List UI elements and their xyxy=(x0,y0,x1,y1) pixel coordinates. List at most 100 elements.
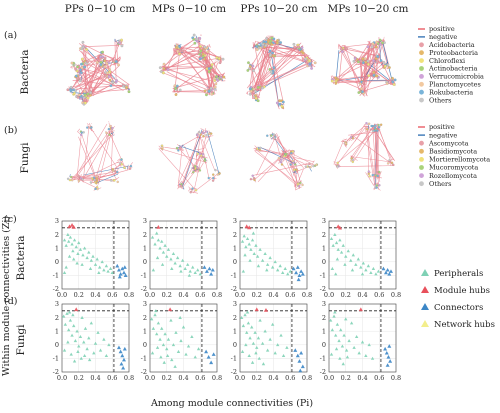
x-tick-label: 0.8 xyxy=(124,374,134,382)
scatter-point-peripherals xyxy=(279,333,283,337)
zipi-legend-item: Module hubs xyxy=(421,286,490,296)
scatter-point-peripherals xyxy=(161,343,166,347)
x-tick-label: 0.2 xyxy=(74,291,84,299)
scatter-point-peripherals xyxy=(350,268,355,272)
legend-label: Ascomycota xyxy=(428,139,469,147)
scatter-point-peripherals xyxy=(247,353,251,358)
scatter-point-peripherals xyxy=(278,264,282,268)
scatter-point-peripherals xyxy=(256,336,261,340)
scatter-point-peripherals xyxy=(334,333,338,337)
scatter-point-peripherals xyxy=(89,321,94,325)
row-label-fungi-zipi: Fungi xyxy=(15,324,27,356)
zipi-plot-d-1: 0.0 0.2 0.4 0.6 0.8 3 2 1 0 -1 -2 xyxy=(53,300,135,382)
scatter-point-peripherals xyxy=(196,347,201,351)
row-label-bacteria-zipi: Bacteria xyxy=(15,236,27,281)
y-tick-label: -1 xyxy=(53,272,59,280)
scatter-point-module-hubs xyxy=(254,307,259,312)
x-axis-title: Among module connectivities (Pi) xyxy=(150,398,313,409)
scatter-point-peripherals xyxy=(245,330,249,334)
y-tick-label: -2 xyxy=(231,368,237,376)
scatter-point-peripherals xyxy=(183,266,187,270)
scatter-point-peripherals xyxy=(242,234,246,238)
scatter-point-peripherals xyxy=(265,262,270,266)
network-a-4 xyxy=(330,36,397,97)
x-tick-label: 0.6 xyxy=(374,374,384,382)
scatter-point-peripherals xyxy=(335,322,340,326)
plot-frame xyxy=(239,303,308,373)
y-tick-label: 1 xyxy=(233,244,237,252)
x-tick-label: 0.4 xyxy=(268,374,278,382)
scatter-point-peripherals xyxy=(250,360,255,364)
scatter-point-peripherals xyxy=(169,257,173,261)
scatter-point-peripherals xyxy=(155,256,160,260)
scatter-point-peripherals xyxy=(149,317,154,321)
legend-label: negative xyxy=(429,131,457,139)
scatter-point-connectors xyxy=(385,267,390,272)
network-b-4 xyxy=(333,122,396,191)
scatter-point-peripherals xyxy=(150,351,155,355)
y-tick-label: 0 xyxy=(55,341,59,349)
scatter-point-connectors xyxy=(299,269,304,273)
scatter-point-peripherals xyxy=(67,254,72,258)
scatter-point-peripherals xyxy=(82,340,86,344)
scatter-point-connectors xyxy=(204,269,209,273)
scatter-point-peripherals xyxy=(345,355,350,359)
scatter-point-peripherals xyxy=(85,256,89,260)
scatter-point-peripherals xyxy=(150,235,155,239)
x-tick-label: 0.8 xyxy=(302,374,312,382)
x-tick-label: 0.2 xyxy=(341,291,351,299)
scatter-point-module-hubs xyxy=(67,224,72,229)
scatter-point-peripherals xyxy=(263,251,267,255)
scatter-point-peripherals xyxy=(87,250,91,254)
scatter-point-connectors xyxy=(297,359,302,363)
network-b-2 xyxy=(158,128,221,194)
legend-dot-swatch xyxy=(419,89,424,95)
column-headers: PPs 0−10 cm MPs 0−10 cm PPs 10−20 cm MPs… xyxy=(65,3,409,15)
scatter-point-connectors xyxy=(206,355,211,359)
legend-item: positive xyxy=(418,123,455,131)
legend-label: positive xyxy=(429,123,455,131)
scatter-point-connectors xyxy=(204,349,209,354)
scatter-point-peripherals xyxy=(71,313,75,317)
scatter-point-peripherals xyxy=(250,325,254,329)
scatter-point-peripherals xyxy=(253,330,257,334)
scatter-point-peripherals xyxy=(72,324,76,328)
scatter-point-peripherals xyxy=(334,347,339,351)
y-tick-label: 1 xyxy=(322,244,326,252)
scatter-point-peripherals xyxy=(153,313,157,317)
scatter-point-peripherals xyxy=(181,325,186,329)
scatter-point-peripherals xyxy=(286,272,290,276)
legend-item: negative xyxy=(418,33,457,41)
legend-bacteria-network: positivenegativeAcidobacteriaProteobacte… xyxy=(418,25,484,104)
scatter-point-peripherals xyxy=(331,243,335,247)
scatter-point-connectors xyxy=(118,272,123,276)
scatter-point-peripherals xyxy=(270,322,275,326)
scatter-point-peripherals xyxy=(342,333,346,337)
scatter-point-peripherals xyxy=(273,260,277,264)
scatter-point-connectors xyxy=(295,265,300,269)
scatter-point-peripherals xyxy=(347,339,351,343)
x-tick-label: 0.2 xyxy=(74,374,84,382)
scatter-point-peripherals xyxy=(258,318,262,322)
y-tick-label: -1 xyxy=(53,355,59,363)
x-tick-label: 0.0 xyxy=(324,291,334,299)
scatter-point-peripherals xyxy=(100,260,104,264)
zipi-legend-label: Module hubs xyxy=(434,286,490,296)
scatter-point-peripherals xyxy=(357,351,361,355)
y-tick-label: 0 xyxy=(55,258,59,266)
scatter-point-peripherals xyxy=(67,310,72,314)
scatter-point-peripherals xyxy=(193,270,197,275)
scatter-point-peripherals xyxy=(288,269,292,273)
column-header-pps-0-10: PPs 0−10 cm xyxy=(65,3,136,15)
scatter-point-connectors xyxy=(299,350,304,355)
scatter-point-peripherals xyxy=(160,326,164,330)
scatter-point-peripherals xyxy=(158,337,162,341)
scatter-point-peripherals xyxy=(64,265,68,269)
y-tick-label: 1 xyxy=(55,327,59,335)
scatter-point-module-hubs xyxy=(168,307,173,312)
y-tick-label: 3 xyxy=(322,217,326,225)
scatter-point-peripherals xyxy=(245,236,250,241)
y-tick-label: 0 xyxy=(143,341,147,349)
scatter-point-peripherals xyxy=(338,356,342,360)
x-tick-label: 0.8 xyxy=(212,291,222,299)
